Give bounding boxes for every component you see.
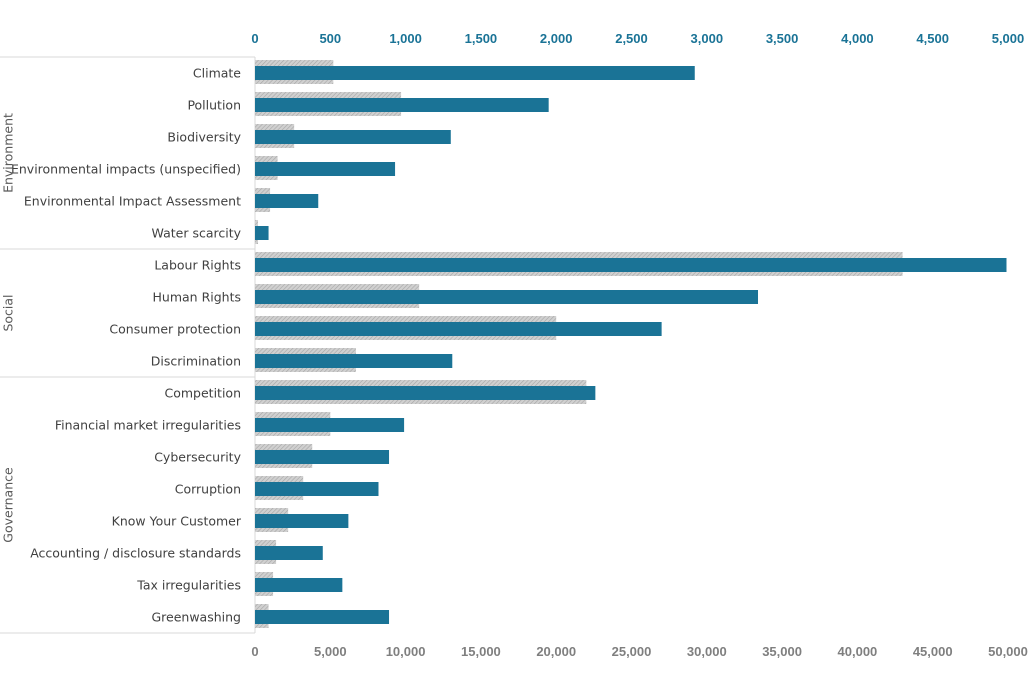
top-tick-label: 4,500	[916, 31, 949, 46]
bar-top-know-your-customer	[255, 514, 349, 528]
bar-top-tax-irregularities	[255, 578, 343, 592]
category-label-biodiversity: Biodiversity	[167, 130, 241, 145]
top-tick-label: 1,000	[389, 31, 422, 46]
group-label-environment: Environment	[1, 113, 16, 193]
category-label-climate: Climate	[193, 66, 241, 81]
top-tick-label: 500	[319, 31, 341, 46]
category-label-corruption: Corruption	[175, 482, 241, 497]
category-labels: Climate Pollution Biodiversity Environmenta…	[11, 66, 242, 625]
bar-top-environmental-impact-assessment	[255, 194, 319, 208]
top-tick-label: 4,000	[841, 31, 874, 46]
bottom-tick-label: 45,000	[913, 644, 953, 659]
bottom-tick-label: 20,000	[536, 644, 576, 659]
group-label-social: Social	[1, 294, 16, 331]
category-label-discrimination: Discrimination	[151, 354, 241, 369]
bar-top-accounting-disclosure-standards	[255, 546, 323, 560]
top-tick-label: 0	[251, 31, 258, 46]
top-tick-label: 3,500	[766, 31, 799, 46]
category-label-accounting-disclosure-standards: Accounting / disclosure standards	[30, 546, 241, 561]
bar-top-corruption	[255, 482, 379, 496]
top-tick-label: 3,000	[691, 31, 724, 46]
category-label-tax-irregularities: Tax irregularities	[136, 578, 241, 593]
category-label-water-scarcity: Water scarcity	[152, 226, 242, 241]
category-label-labour-rights: Labour Rights	[154, 258, 241, 273]
bar-top-water-scarcity	[255, 226, 269, 240]
bottom-tick-label: 10,000	[386, 644, 426, 659]
top-tick-label: 2,000	[540, 31, 573, 46]
bar-top-competition	[255, 386, 596, 400]
bottom-tick-label: 15,000	[461, 644, 501, 659]
top-tick-label: 2,500	[615, 31, 648, 46]
top-tick-label: 5,000	[992, 31, 1025, 46]
bottom-tick-label: 40,000	[838, 644, 878, 659]
bottom-tick-label: 0	[251, 644, 258, 659]
bar-top-consumer-protection	[255, 322, 662, 336]
bottom-tick-label: 35,000	[762, 644, 802, 659]
bottom-axis-ticks: 0 5,000 10,000 15,000 20,000 25,000 30,000 35,0…	[251, 644, 1028, 659]
category-label-cybersecurity: Cybersecurity	[154, 450, 241, 465]
top-axis-ticks: 0 500 1,000 1,500 2,000 2,500 3,000 3,500 4,000 4…	[251, 31, 1024, 46]
category-label-human-rights: Human Rights	[153, 290, 241, 305]
bar-top-labour-rights	[255, 258, 1007, 272]
category-label-know-your-customer: Know Your Customer	[112, 514, 242, 529]
bottom-axis-series	[255, 60, 903, 628]
bottom-tick-label: 50,000	[988, 644, 1028, 659]
top-axis-series	[255, 66, 1007, 624]
category-label-pollution: Pollution	[187, 98, 241, 113]
category-label-consumer-protection: Consumer protection	[109, 322, 241, 337]
category-label-greenwashing: Greenwashing	[151, 610, 241, 625]
bar-top-human-rights	[255, 290, 759, 304]
bar-top-cybersecurity	[255, 450, 390, 464]
bar-top-biodiversity	[255, 130, 451, 144]
bar-top-climate	[255, 66, 695, 80]
group-labels: Environment Social Governance	[1, 113, 16, 543]
bottom-tick-label: 30,000	[687, 644, 727, 659]
category-label-financial-market-irregularities: Financial market irregularities	[55, 418, 241, 433]
bar-top-greenwashing	[255, 610, 390, 624]
category-label-competition: Competition	[165, 386, 242, 401]
bottom-tick-label: 5,000	[314, 644, 347, 659]
group-separators	[0, 56, 256, 634]
bar-top-environmental-impacts-unspecified	[255, 162, 396, 176]
category-label-environmental-impacts-unspecified: Environmental impacts (unspecified)	[11, 162, 241, 177]
bar-top-discrimination	[255, 354, 453, 368]
top-tick-label: 1,500	[465, 31, 498, 46]
bar-top-pollution	[255, 98, 549, 112]
bottom-tick-label: 25,000	[612, 644, 652, 659]
group-label-governance: Governance	[1, 467, 16, 543]
bar-top-financial-market-irregularities	[255, 418, 405, 432]
category-label-environmental-impact-assessment: Environmental Impact Assessment	[24, 194, 241, 209]
